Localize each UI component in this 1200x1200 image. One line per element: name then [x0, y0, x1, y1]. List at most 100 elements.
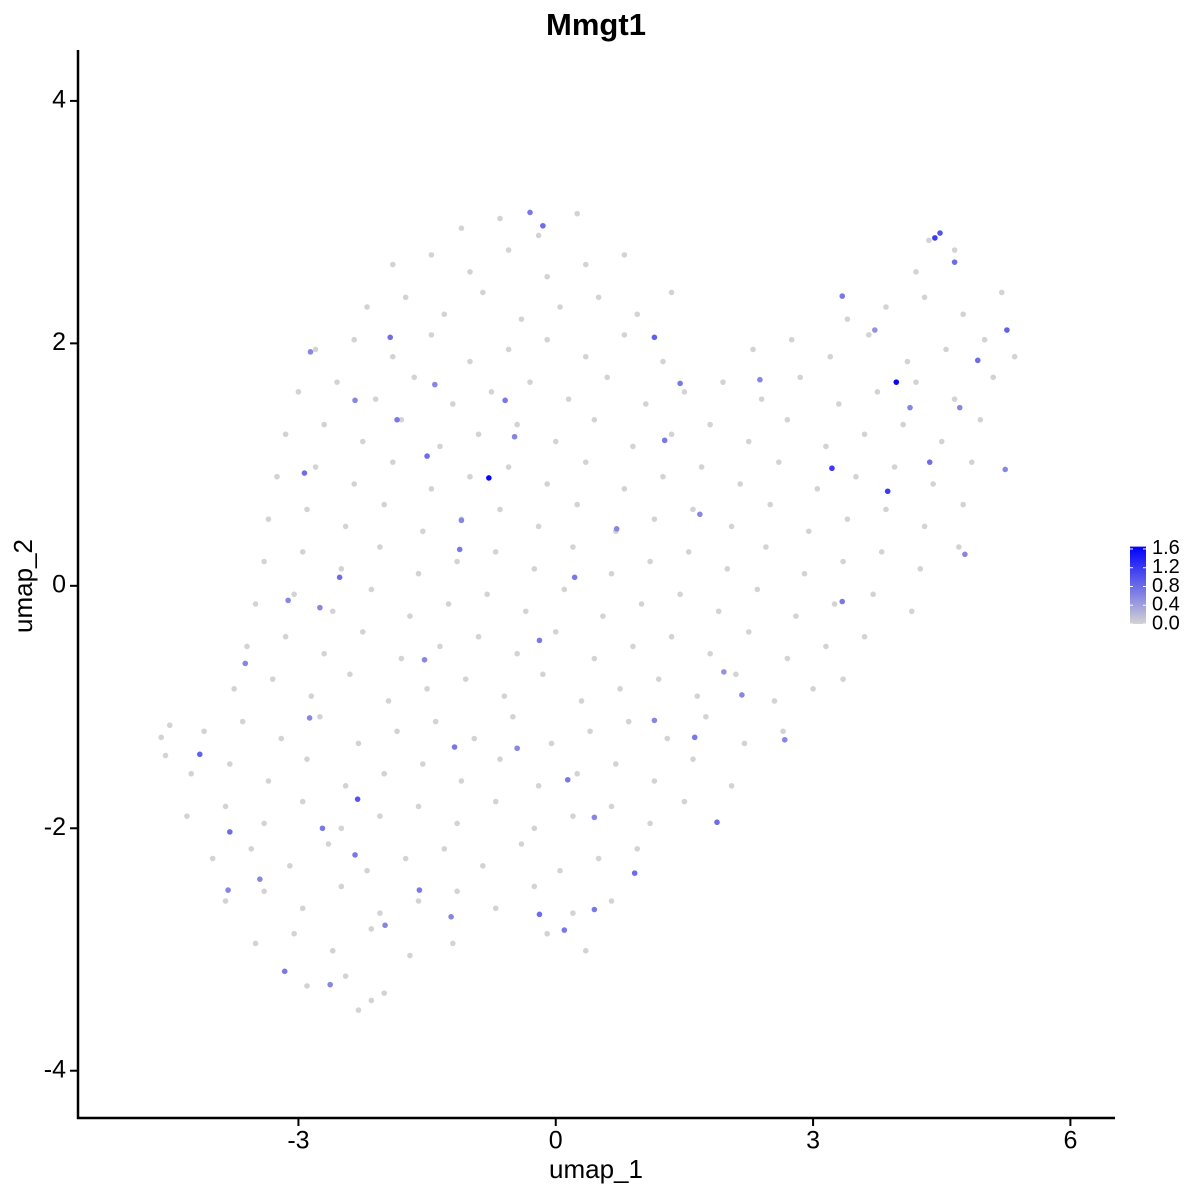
cell-point	[492, 549, 499, 555]
cell-point	[329, 608, 336, 615]
cell-point	[647, 820, 653, 827]
cell-point	[411, 374, 418, 381]
cell-point	[317, 713, 323, 720]
cell-point	[437, 443, 443, 450]
cell-point	[998, 289, 1005, 296]
cell-point	[377, 910, 383, 916]
cell-point	[441, 846, 448, 852]
cell-point	[793, 613, 799, 619]
cell-point	[951, 259, 958, 265]
cell-point	[312, 346, 319, 353]
cell-point	[694, 693, 701, 699]
cell-point	[836, 401, 842, 407]
cell-point	[535, 523, 542, 530]
cell-point	[697, 511, 703, 518]
cell-point	[162, 752, 169, 759]
cell-point	[844, 316, 851, 322]
cell-point	[956, 404, 963, 411]
cell-point	[261, 558, 267, 565]
cell-point	[327, 981, 333, 988]
cell-point	[209, 855, 216, 862]
cell-point	[261, 820, 267, 827]
cell-point	[227, 761, 233, 767]
cell-point	[342, 523, 349, 530]
cell-point	[471, 735, 478, 742]
y-tick-label: 0	[52, 570, 66, 598]
cell-point	[801, 570, 808, 577]
cell-point	[582, 459, 589, 465]
cell-point	[188, 770, 195, 777]
cell-point	[714, 819, 720, 826]
cell-point	[655, 676, 662, 682]
cell-point	[295, 389, 302, 395]
cell-point	[166, 722, 173, 729]
cell-point	[900, 421, 906, 428]
cell-point	[643, 401, 649, 407]
cell-point	[930, 481, 936, 487]
cell-point	[651, 717, 658, 724]
cell-point	[338, 883, 345, 890]
cell-point	[861, 431, 868, 438]
cell-point	[451, 744, 458, 750]
cell-point	[668, 289, 675, 296]
cell-point	[261, 888, 267, 895]
cell-point	[448, 913, 454, 920]
cell-point	[424, 686, 430, 692]
cell-point	[578, 698, 585, 704]
cell-point	[721, 669, 727, 675]
cell-point	[728, 523, 735, 530]
cell-point	[428, 252, 435, 258]
cell-point	[480, 863, 486, 869]
cell-point	[381, 990, 388, 996]
cell-point	[184, 813, 190, 819]
cell-point	[274, 473, 280, 480]
cell-point	[591, 416, 598, 423]
cell-point	[398, 416, 405, 423]
points	[158, 209, 1018, 1013]
cell-point	[904, 358, 911, 365]
cell-point	[342, 973, 349, 979]
cell-point	[981, 336, 988, 343]
cell-point	[831, 601, 838, 607]
cell-point	[522, 608, 529, 615]
cell-point	[612, 761, 619, 767]
cell-point	[595, 855, 602, 862]
cell-point	[304, 756, 310, 762]
cell-point	[758, 396, 765, 402]
cell-point	[582, 353, 589, 360]
cell-point	[557, 867, 563, 874]
cell-point	[780, 728, 786, 735]
x-tick-label: 0	[549, 1127, 563, 1155]
cell-point	[608, 570, 615, 577]
cell-point	[913, 379, 919, 385]
cell-point	[287, 863, 293, 869]
cell-point	[502, 397, 508, 404]
cell-point	[660, 473, 666, 480]
cell-point	[962, 551, 968, 558]
cell-point	[511, 433, 518, 440]
cell-point	[574, 501, 581, 508]
cell-point	[372, 396, 379, 402]
cell-point	[497, 506, 503, 513]
cell-point	[359, 629, 366, 635]
colorbar-label: 1.2	[1152, 556, 1180, 578]
cell-point	[352, 852, 358, 858]
cell-point	[394, 416, 400, 423]
cell-point	[784, 416, 791, 423]
cell-point	[382, 922, 388, 929]
cell-point	[475, 431, 482, 438]
cell-point	[634, 311, 641, 318]
cell-point	[1002, 466, 1009, 473]
cell-point	[368, 586, 375, 593]
cell-point	[582, 947, 589, 954]
cell-point	[737, 481, 743, 487]
colorbar-label: 1.6	[1152, 537, 1180, 559]
cell-point	[385, 698, 392, 704]
cell-point	[1004, 327, 1010, 333]
cell-point	[977, 416, 984, 423]
cell-point	[781, 736, 788, 743]
cell-point	[282, 633, 289, 640]
cell-point	[338, 566, 345, 572]
cell-point	[402, 855, 409, 862]
cell-point	[874, 389, 881, 395]
